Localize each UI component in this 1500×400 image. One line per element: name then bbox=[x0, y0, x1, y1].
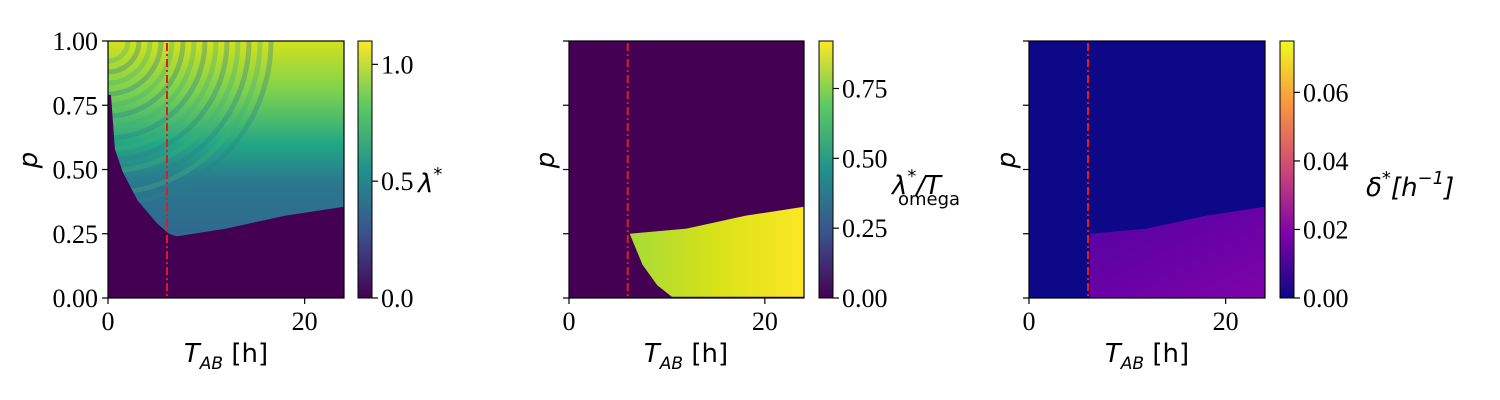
p1-cbtick-label: 1.0 bbox=[381, 50, 414, 79]
panel-1: 0 20 0.000.250.500.751.00 TAB [h] p 0.00.… bbox=[14, 27, 442, 374]
panel-3: 0 20 TAB [h] p 0.00 0.02 0.04 0.06 δ*[h−1] bbox=[992, 40, 1454, 374]
p3-colorbar-label: δ*[h−1] bbox=[1366, 168, 1454, 203]
p2-colorbar bbox=[818, 40, 834, 299]
p1-colorbar-label: λ* bbox=[416, 164, 442, 199]
p1-ytick-label: 1.00 bbox=[53, 27, 99, 56]
p1-ytick-label: 0.50 bbox=[53, 156, 99, 185]
p1-band bbox=[108, 41, 186, 119]
p1-band bbox=[108, 41, 175, 108]
p2-y-label: p bbox=[531, 152, 561, 170]
p3-colorbar bbox=[1279, 40, 1295, 299]
p2-colorbar-ticks: 0.00 0.25 0.50 0.75 bbox=[833, 74, 888, 313]
p1-band bbox=[108, 41, 208, 141]
p1-xtick-label: 0 bbox=[102, 307, 115, 336]
p2-cbtick-label: 0.75 bbox=[842, 74, 888, 103]
p1-band bbox=[108, 41, 263, 196]
p3-region bbox=[1089, 206, 1265, 298]
p2-y-axis bbox=[563, 40, 569, 299]
p3-cbtick-label: 0.06 bbox=[1303, 78, 1349, 107]
p1-cbtick-label: 0.5 bbox=[381, 167, 414, 196]
p3-cbtick-label: 0.00 bbox=[1303, 284, 1349, 313]
p1-cbtick-label: 0.0 bbox=[381, 284, 414, 313]
panel-2: 0 20 TAB [h] p 0.00 0.25 0.50 0.75 λ*/T omeg… bbox=[531, 40, 960, 374]
p2-colorbar-label: λ*/T bbox=[890, 166, 943, 201]
p1-ytick-label: 0.75 bbox=[53, 91, 99, 120]
p1-band bbox=[108, 41, 252, 185]
p3-xtick-label: 0 bbox=[1023, 307, 1036, 336]
p3-cbtick-label: 0.04 bbox=[1303, 147, 1349, 176]
p3-colorbar-ticks: 0.00 0.02 0.04 0.06 bbox=[1294, 78, 1349, 313]
p1-colorbar bbox=[357, 40, 373, 299]
p2-xtick-label: 20 bbox=[752, 307, 778, 336]
p2-cbtick-label: 0.00 bbox=[842, 284, 888, 313]
p3-y-axis bbox=[1023, 40, 1029, 299]
p1-band bbox=[108, 41, 197, 130]
p1-ytick-label: 0.25 bbox=[53, 220, 99, 249]
p2-x-axis: 0 20 bbox=[563, 298, 778, 336]
p2-colorbar-label-sub: omega bbox=[898, 189, 960, 210]
p1-band bbox=[108, 41, 219, 152]
p2-cbtick-label: 0.50 bbox=[842, 144, 888, 173]
p1-y-label: p bbox=[14, 152, 44, 170]
p1-bands bbox=[108, 41, 274, 207]
p3-xtick-label: 20 bbox=[1213, 307, 1239, 336]
p1-ytick-label: 0.00 bbox=[53, 284, 99, 313]
p1-band bbox=[108, 41, 142, 75]
p3-x-axis: 0 20 bbox=[1023, 298, 1239, 336]
p1-xtick-label: 20 bbox=[292, 307, 318, 336]
p1-y-axis: 0.00 0.25 0.50 0.75 1.00 bbox=[53, 27, 108, 313]
p3-cbtick-label: 0.02 bbox=[1303, 215, 1349, 244]
p1-band bbox=[108, 41, 274, 207]
p1-colorbar-ticks: 0.0 0.5 1.0 bbox=[372, 50, 414, 313]
p1-band bbox=[108, 41, 164, 97]
p2-xtick-label: 0 bbox=[563, 307, 576, 336]
p1-band bbox=[108, 41, 131, 64]
p1-band bbox=[108, 41, 153, 86]
p1-band bbox=[108, 41, 241, 174]
p2-cbtick-label: 0.25 bbox=[842, 214, 888, 243]
p1-band bbox=[108, 41, 230, 163]
p1-x-label: TAB [h] bbox=[184, 339, 268, 374]
p1-x-axis: 0 20 bbox=[102, 298, 318, 336]
p3-x-label: TAB [h] bbox=[1105, 339, 1189, 374]
p2-region bbox=[629, 206, 804, 297]
p3-y-label: p bbox=[992, 152, 1022, 170]
p2-x-label: TAB [h] bbox=[644, 339, 728, 374]
